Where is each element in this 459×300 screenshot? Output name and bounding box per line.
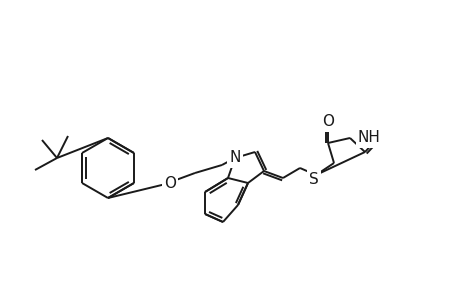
Text: O: O: [164, 176, 176, 190]
Text: NH: NH: [357, 130, 380, 146]
Text: S: S: [308, 172, 318, 187]
Text: O: O: [321, 115, 333, 130]
Text: N: N: [229, 151, 240, 166]
Text: S: S: [372, 130, 382, 146]
